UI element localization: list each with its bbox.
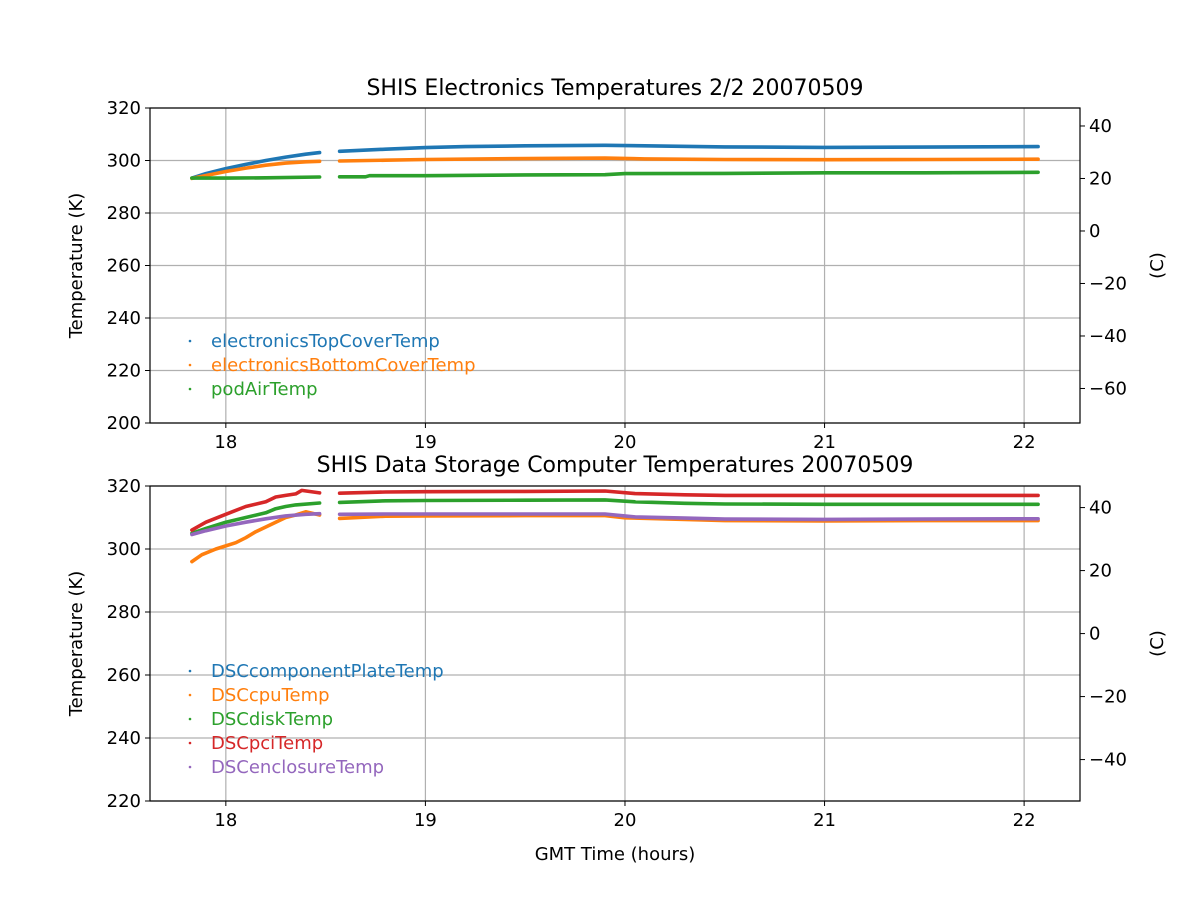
legend-marker [188, 693, 192, 697]
legend-marker [188, 339, 192, 343]
legend-marker [188, 387, 192, 391]
x-tick-label: 22 [1013, 810, 1036, 831]
x-tick-label: 21 [813, 432, 836, 453]
legend-marker [188, 765, 192, 769]
x-axis-label: GMT Time (hours) [535, 844, 696, 865]
series-trace-DSCdiskTemp [337, 498, 1040, 507]
y2-tick-label: −20 [1089, 687, 1127, 708]
y-tick-label: 320 [107, 476, 141, 497]
y2-tick-label: 0 [1089, 624, 1100, 645]
legend-label: DSCpciTemp [211, 733, 323, 754]
y-tick-label: 220 [107, 361, 141, 382]
data-series-layer [190, 488, 1040, 564]
legend: DSCcomponentPlateTemp DSCcpuTemp DSCdiskTe… [188, 661, 444, 778]
y2-tick-label: 0 [1089, 221, 1100, 242]
y2-tick-labels: −40 −20 0 20 40 [1080, 498, 1127, 771]
x-tick-labels: 18 19 20 21 22 [214, 423, 1036, 453]
y2-tick-label: 40 [1089, 116, 1112, 137]
y2-tick-label: −40 [1089, 750, 1127, 771]
legend-marker [188, 363, 192, 367]
legend-label: DSCdiskTemp [211, 709, 333, 730]
series-trace-podAirTemp [337, 170, 1040, 179]
x-tick-label: 19 [414, 810, 437, 831]
series-trace-electronicsTopCoverTemp [337, 143, 1040, 154]
y-axis-label: Temperature (K) [66, 193, 87, 340]
x-tick-label: 20 [614, 432, 637, 453]
y2-tick-label: 20 [1089, 168, 1112, 189]
series-trace-electronicsTopCoverTemp [190, 150, 322, 180]
y2-axis-label: (C) [1147, 630, 1168, 657]
y-tick-label: 320 [107, 98, 141, 119]
legend-label: electronicsTopCoverTemp [211, 331, 440, 352]
y-tick-label: 240 [107, 308, 141, 329]
series-trace-DSCpciTemp [337, 489, 1040, 498]
y-axis-label: Temperature (K) [66, 571, 87, 718]
legend-marker [188, 741, 192, 745]
legend-label: DSCcomponentPlateTemp [211, 661, 444, 682]
y2-tick-label: −40 [1089, 326, 1127, 347]
y-tick-label: 260 [107, 256, 141, 277]
chart-panel-electronics: SHIS Electronics Temperatures 2/2 200705… [66, 76, 1168, 453]
x-tick-label: 22 [1013, 432, 1036, 453]
legend-label: DSCcpuTemp [211, 685, 330, 706]
y2-axis-label: (C) [1147, 252, 1168, 279]
y2-tick-label: 40 [1089, 498, 1112, 519]
y-tick-label: 260 [107, 665, 141, 686]
legend-marker [188, 669, 192, 673]
y2-tick-label: −60 [1089, 378, 1127, 399]
x-tick-label: 18 [214, 432, 237, 453]
y-tick-label: 280 [107, 602, 141, 623]
chart-title: SHIS Electronics Temperatures 2/2 200705… [366, 76, 863, 101]
series-trace-DSCenclosureTemp [337, 512, 1040, 522]
legend-marker [188, 717, 192, 721]
x-tick-label: 18 [214, 810, 237, 831]
series-trace-podAirTemp [190, 175, 322, 180]
y-tick-label: 240 [107, 728, 141, 749]
legend-label: electronicsBottomCoverTemp [211, 355, 476, 376]
series-trace-DSCenclosureTemp [190, 511, 322, 537]
x-gridlines [225, 486, 1025, 801]
series-trace-electronicsBottomCoverTemp [337, 156, 1040, 163]
x-tick-label: 20 [614, 810, 637, 831]
legend: electronicsTopCoverTemp electronicsBottom… [188, 331, 476, 400]
y-tick-label: 280 [107, 203, 141, 224]
y2-tick-label: 20 [1089, 561, 1112, 582]
series-trace-DSCdiskTemp [190, 501, 322, 536]
y-tick-label: 300 [107, 151, 141, 172]
series-trace-electronicsBottomCoverTemp [190, 159, 322, 181]
x-tick-labels: 18 19 20 21 22 [214, 801, 1036, 831]
x-tick-label: 19 [414, 432, 437, 453]
y-tick-labels: 220 240 260 280 300 320 [107, 476, 150, 812]
y-tick-label: 220 [107, 791, 141, 812]
chart-title: SHIS Data Storage Computer Temperatures … [317, 453, 914, 478]
y2-tick-labels: −60 −40 −20 0 20 40 [1080, 116, 1127, 399]
y-tick-label: 300 [107, 539, 141, 560]
y-tick-labels: 200 220 240 260 280 300 320 [107, 98, 150, 434]
y-tick-label: 200 [107, 413, 141, 434]
chart-panel-data-storage: SHIS Data Storage Computer Temperatures … [66, 453, 1168, 865]
series-trace-DSCpciTemp [190, 488, 322, 532]
x-tick-label: 21 [813, 810, 836, 831]
y2-tick-label: −20 [1089, 273, 1127, 294]
legend-label: DSCenclosureTemp [211, 757, 384, 778]
legend-label: podAirTemp [211, 379, 318, 400]
plot-frame [149, 485, 1081, 802]
data-series-layer [190, 143, 1040, 181]
